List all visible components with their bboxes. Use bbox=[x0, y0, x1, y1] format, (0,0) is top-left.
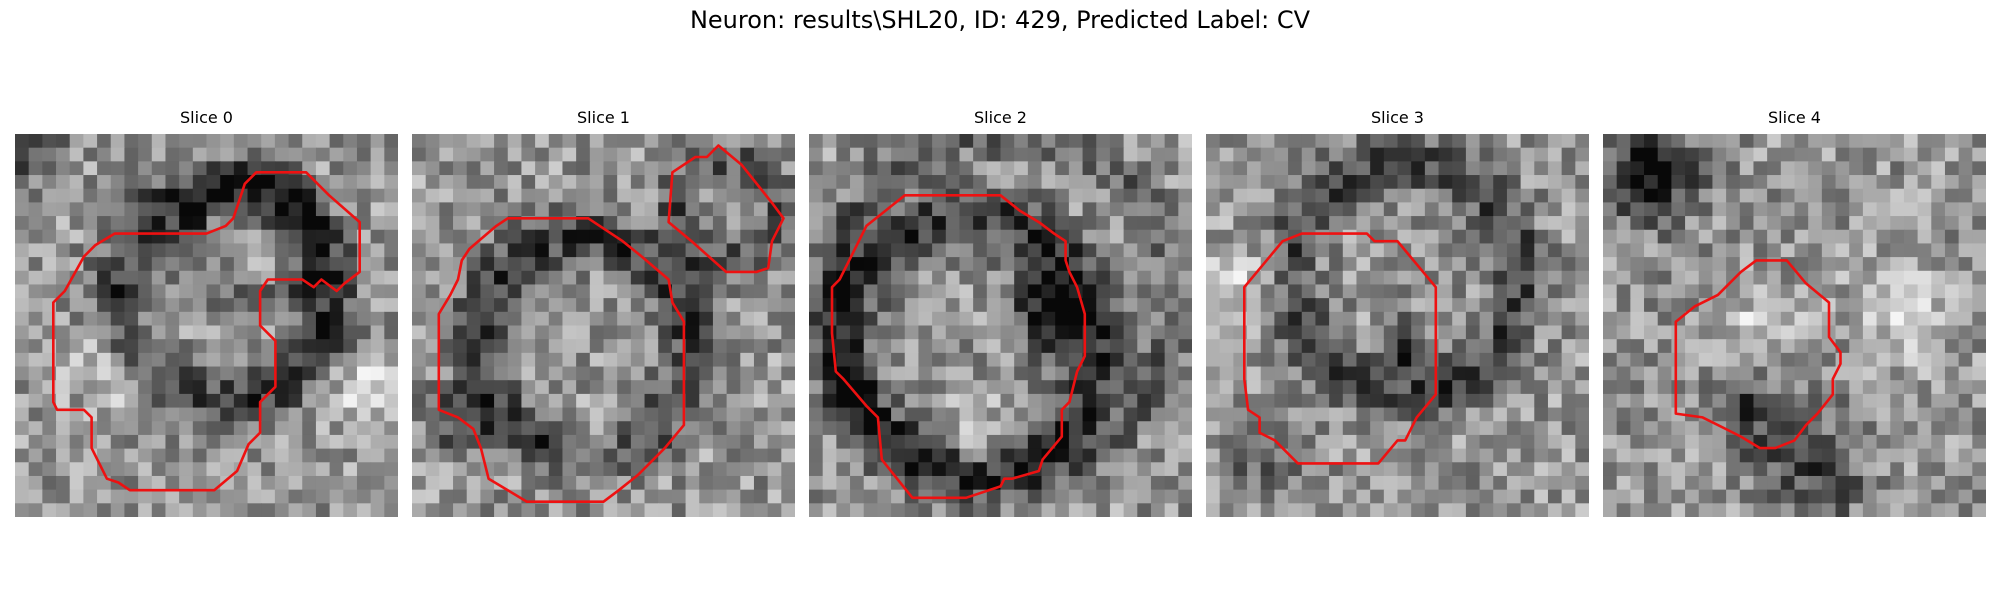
slice-image-3 bbox=[1206, 134, 1589, 517]
slice-title-4: Slice 4 bbox=[1768, 108, 1821, 127]
segmentation-contour bbox=[830, 193, 1087, 500]
segmentation-contour bbox=[1674, 259, 1842, 450]
slice-panel-2: Slice 2 bbox=[809, 108, 1192, 520]
segmentation-contour bbox=[51, 170, 362, 492]
slice-title-0: Slice 0 bbox=[180, 108, 233, 127]
slice-image-0 bbox=[15, 134, 398, 517]
slice-panel-1: Slice 1 bbox=[412, 108, 795, 520]
slice-image-2 bbox=[809, 134, 1192, 517]
slice-title-3: Slice 3 bbox=[1371, 108, 1424, 127]
segmentation-contour bbox=[1242, 232, 1438, 465]
slice-image-4 bbox=[1603, 134, 1986, 517]
slice-title-1: Slice 1 bbox=[577, 108, 630, 127]
segmentation-contour bbox=[667, 144, 785, 274]
slice-panel-3: Slice 3 bbox=[1206, 108, 1589, 520]
slice-panel-4: Slice 4 bbox=[1603, 108, 1986, 520]
slice-title-2: Slice 2 bbox=[974, 108, 1027, 127]
slice-image-1 bbox=[412, 134, 795, 517]
segmentation-contour bbox=[437, 217, 686, 504]
figure-title: Neuron: results\SHL20, ID: 429, Predicte… bbox=[689, 6, 1311, 34]
slice-panel-0: Slice 0 bbox=[15, 108, 398, 520]
